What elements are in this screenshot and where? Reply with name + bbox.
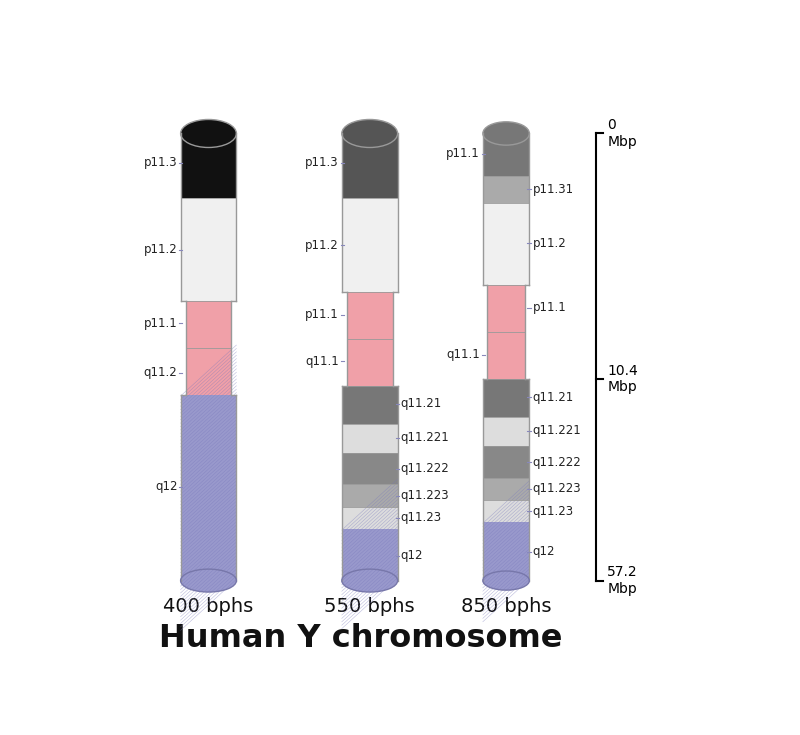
Polygon shape (181, 198, 237, 301)
Polygon shape (483, 500, 530, 523)
Text: p11.2: p11.2 (305, 239, 338, 252)
Text: q11.23: q11.23 (533, 505, 574, 517)
Text: q11.223: q11.223 (533, 482, 581, 495)
Text: p11.3: p11.3 (144, 156, 178, 169)
Polygon shape (347, 339, 393, 386)
Polygon shape (483, 203, 530, 285)
Text: p11.1: p11.1 (305, 308, 338, 321)
Text: q12: q12 (533, 545, 555, 558)
Polygon shape (186, 348, 231, 395)
Polygon shape (342, 484, 398, 507)
Text: q11.1: q11.1 (305, 355, 338, 368)
Polygon shape (181, 134, 237, 198)
Ellipse shape (342, 120, 398, 148)
Polygon shape (342, 424, 398, 453)
Polygon shape (347, 293, 393, 339)
Text: q11.21: q11.21 (401, 398, 442, 410)
Polygon shape (483, 134, 530, 176)
Text: q12: q12 (155, 480, 178, 493)
Polygon shape (487, 285, 525, 332)
Polygon shape (342, 134, 398, 198)
Text: 850 bphs: 850 bphs (461, 597, 551, 615)
Polygon shape (181, 395, 237, 581)
Text: q11.1: q11.1 (446, 348, 480, 362)
Text: q11.21: q11.21 (533, 391, 574, 404)
Text: p11.31: p11.31 (533, 183, 574, 196)
Ellipse shape (342, 569, 398, 592)
Polygon shape (342, 386, 398, 424)
Ellipse shape (181, 569, 237, 592)
Text: q11.2: q11.2 (144, 366, 178, 379)
Polygon shape (342, 507, 398, 529)
Polygon shape (483, 523, 530, 581)
Polygon shape (483, 417, 530, 446)
Polygon shape (342, 453, 398, 484)
Text: p11.1: p11.1 (533, 301, 566, 315)
Text: q11.221: q11.221 (401, 431, 450, 444)
Text: 57.2
Mbp: 57.2 Mbp (607, 565, 638, 595)
Polygon shape (483, 176, 530, 203)
Text: q11.222: q11.222 (401, 462, 450, 476)
Polygon shape (186, 301, 231, 348)
Ellipse shape (181, 120, 237, 148)
Text: q12: q12 (401, 550, 423, 562)
Polygon shape (483, 379, 530, 417)
Ellipse shape (483, 122, 530, 145)
Polygon shape (483, 478, 530, 500)
Polygon shape (483, 446, 530, 478)
Polygon shape (342, 529, 398, 581)
Text: 0
Mbp: 0 Mbp (607, 118, 637, 148)
Text: p11.1: p11.1 (446, 147, 480, 160)
Text: 400 bphs: 400 bphs (163, 597, 254, 615)
Text: q11.222: q11.222 (533, 456, 581, 469)
Text: p11.3: p11.3 (305, 156, 338, 169)
Text: p11.2: p11.2 (533, 237, 566, 249)
Text: Human Y chromosome: Human Y chromosome (158, 623, 562, 654)
Text: p11.1: p11.1 (144, 317, 178, 330)
Ellipse shape (483, 571, 530, 590)
Text: q11.221: q11.221 (533, 424, 581, 437)
Text: q11.23: q11.23 (401, 512, 442, 525)
Text: 550 bphs: 550 bphs (324, 597, 415, 615)
Text: q11.223: q11.223 (401, 489, 450, 502)
Polygon shape (487, 332, 525, 379)
Polygon shape (342, 198, 398, 293)
Text: p11.2: p11.2 (144, 243, 178, 257)
Text: 10.4
Mbp: 10.4 Mbp (607, 365, 638, 395)
